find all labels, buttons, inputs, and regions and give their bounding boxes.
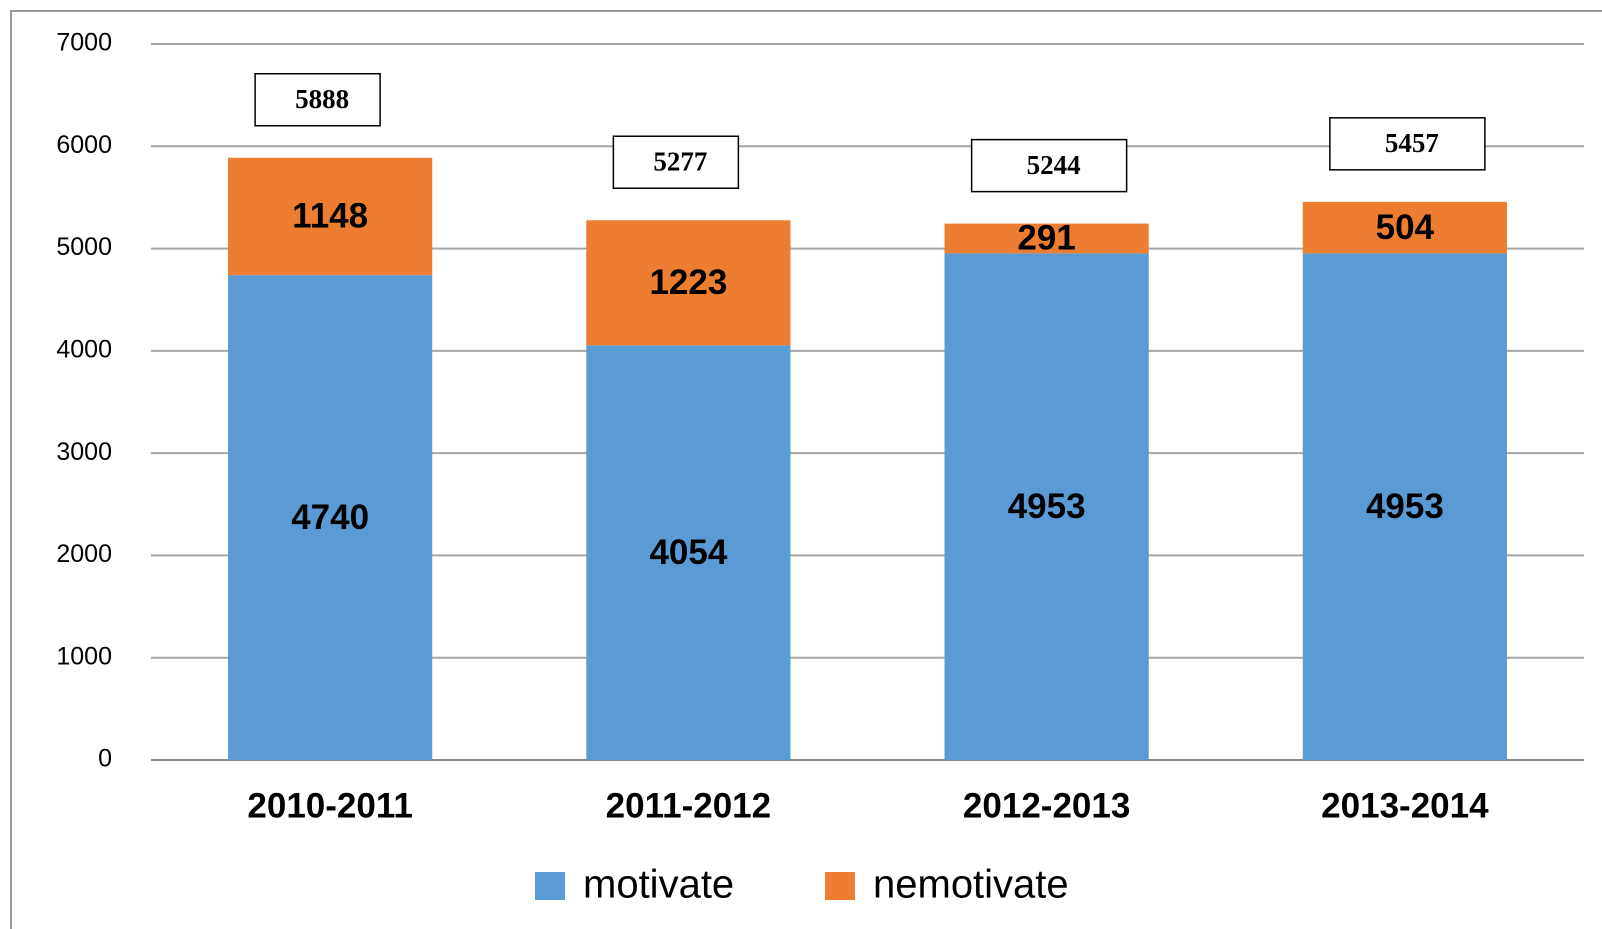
bar-segment xyxy=(228,157,433,276)
y-tick-label: 4000 xyxy=(56,335,112,363)
value-label: 291 xyxy=(1017,219,1075,258)
value-label: 4953 xyxy=(1008,487,1086,526)
value-label: 4953 xyxy=(1366,487,1444,526)
value-label: 504 xyxy=(1376,208,1435,247)
y-tick-label: 3000 xyxy=(56,438,112,466)
y-tick-label: 1000 xyxy=(56,642,112,670)
value-label: 1223 xyxy=(649,263,727,302)
x-tick-label: 2011-2012 xyxy=(606,786,771,825)
y-tick-label: 6000 xyxy=(56,131,112,159)
frame xyxy=(10,10,1602,929)
legend-swatch xyxy=(535,872,565,900)
x-tick-label: 2010-2011 xyxy=(247,786,412,825)
legend-label: nemotivate xyxy=(873,863,1069,907)
total-box xyxy=(1329,117,1486,171)
bar-segment xyxy=(586,345,791,760)
bar-segment xyxy=(1302,201,1507,254)
y-tick-label: 5000 xyxy=(56,233,112,261)
total-box xyxy=(254,72,381,127)
total-label: 5277 xyxy=(653,146,707,176)
legend-swatch xyxy=(825,872,855,900)
y-tick-label: 7000 xyxy=(56,29,112,57)
x-tick-label: 2013-2014 xyxy=(1321,786,1489,825)
value-label: 4740 xyxy=(291,498,369,537)
value-label: 4054 xyxy=(649,533,727,572)
total-label: 5457 xyxy=(1385,128,1439,158)
total-label: 5244 xyxy=(1027,150,1081,180)
bar-segment xyxy=(586,220,791,346)
bar-segment xyxy=(944,253,1149,761)
bar-segment xyxy=(228,275,433,760)
bar-segment xyxy=(944,223,1149,254)
bar-segment xyxy=(1302,253,1507,761)
total-label: 5888 xyxy=(295,84,349,114)
total-box xyxy=(612,135,740,189)
x-tick-label: 2012-2013 xyxy=(963,786,1130,825)
value-label: 1148 xyxy=(292,197,368,236)
legend-label: motivate xyxy=(583,863,734,907)
total-box xyxy=(970,138,1128,193)
y-tick-label: 2000 xyxy=(56,540,112,568)
y-tick-label: 0 xyxy=(98,745,112,773)
